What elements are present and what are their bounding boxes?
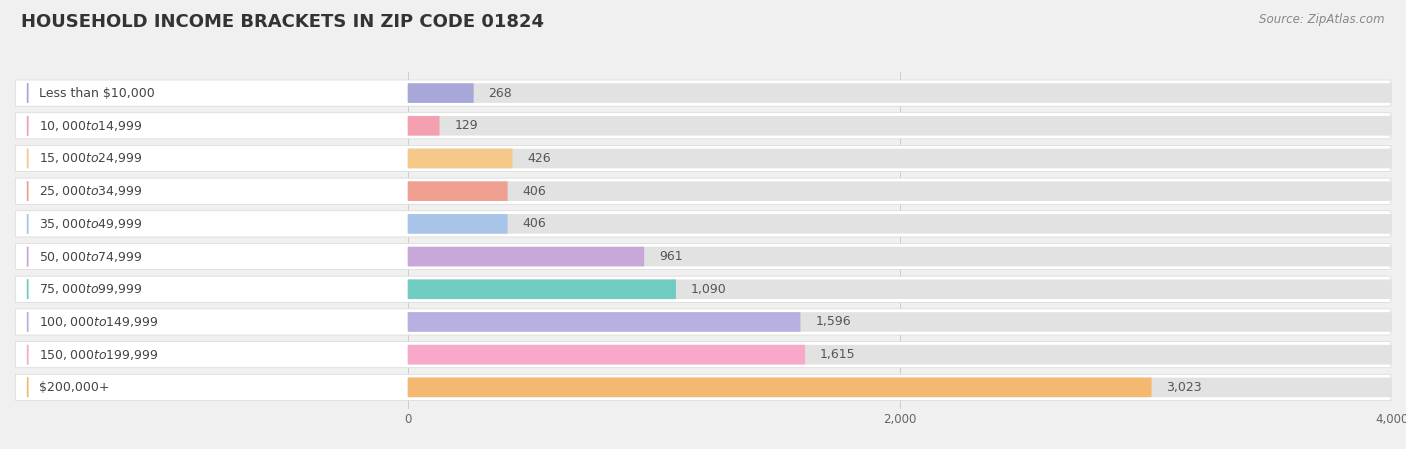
Text: $50,000 to $74,999: $50,000 to $74,999	[38, 250, 142, 264]
Text: 1,090: 1,090	[690, 283, 727, 296]
Text: 406: 406	[523, 217, 546, 230]
FancyBboxPatch shape	[408, 312, 800, 332]
FancyBboxPatch shape	[408, 247, 644, 266]
FancyBboxPatch shape	[408, 83, 1392, 103]
FancyBboxPatch shape	[15, 243, 1391, 270]
Text: 1,596: 1,596	[815, 316, 851, 329]
FancyBboxPatch shape	[408, 279, 676, 299]
FancyBboxPatch shape	[408, 312, 1392, 332]
Text: 406: 406	[523, 185, 546, 198]
FancyBboxPatch shape	[408, 378, 1392, 397]
Text: $25,000 to $34,999: $25,000 to $34,999	[38, 184, 142, 198]
Text: 268: 268	[488, 87, 512, 100]
FancyBboxPatch shape	[408, 378, 1152, 397]
Text: Less than $10,000: Less than $10,000	[38, 87, 155, 100]
FancyBboxPatch shape	[408, 214, 1392, 233]
FancyBboxPatch shape	[408, 116, 440, 136]
FancyBboxPatch shape	[15, 374, 1391, 401]
FancyBboxPatch shape	[15, 178, 1391, 204]
FancyBboxPatch shape	[408, 181, 508, 201]
FancyBboxPatch shape	[408, 149, 513, 168]
FancyBboxPatch shape	[15, 342, 1391, 368]
FancyBboxPatch shape	[408, 345, 806, 365]
Text: 129: 129	[454, 119, 478, 132]
Text: $150,000 to $199,999: $150,000 to $199,999	[38, 348, 157, 361]
Text: $15,000 to $24,999: $15,000 to $24,999	[38, 151, 142, 166]
FancyBboxPatch shape	[408, 345, 1392, 365]
Text: $75,000 to $99,999: $75,000 to $99,999	[38, 282, 142, 296]
FancyBboxPatch shape	[408, 83, 474, 103]
FancyBboxPatch shape	[408, 279, 1392, 299]
FancyBboxPatch shape	[408, 247, 1392, 266]
FancyBboxPatch shape	[408, 214, 508, 233]
Text: $10,000 to $14,999: $10,000 to $14,999	[38, 119, 142, 133]
Text: HOUSEHOLD INCOME BRACKETS IN ZIP CODE 01824: HOUSEHOLD INCOME BRACKETS IN ZIP CODE 01…	[21, 13, 544, 31]
FancyBboxPatch shape	[15, 276, 1391, 302]
Text: 1,615: 1,615	[820, 348, 855, 361]
Text: $100,000 to $149,999: $100,000 to $149,999	[38, 315, 157, 329]
Text: Source: ZipAtlas.com: Source: ZipAtlas.com	[1260, 13, 1385, 26]
Text: 3,023: 3,023	[1167, 381, 1202, 394]
FancyBboxPatch shape	[408, 149, 1392, 168]
Text: $200,000+: $200,000+	[38, 381, 110, 394]
FancyBboxPatch shape	[408, 181, 1392, 201]
Text: $35,000 to $49,999: $35,000 to $49,999	[38, 217, 142, 231]
FancyBboxPatch shape	[15, 80, 1391, 106]
Text: 961: 961	[659, 250, 682, 263]
FancyBboxPatch shape	[15, 309, 1391, 335]
FancyBboxPatch shape	[15, 113, 1391, 139]
FancyBboxPatch shape	[15, 211, 1391, 237]
FancyBboxPatch shape	[15, 145, 1391, 172]
FancyBboxPatch shape	[408, 116, 1392, 136]
Text: 426: 426	[527, 152, 551, 165]
